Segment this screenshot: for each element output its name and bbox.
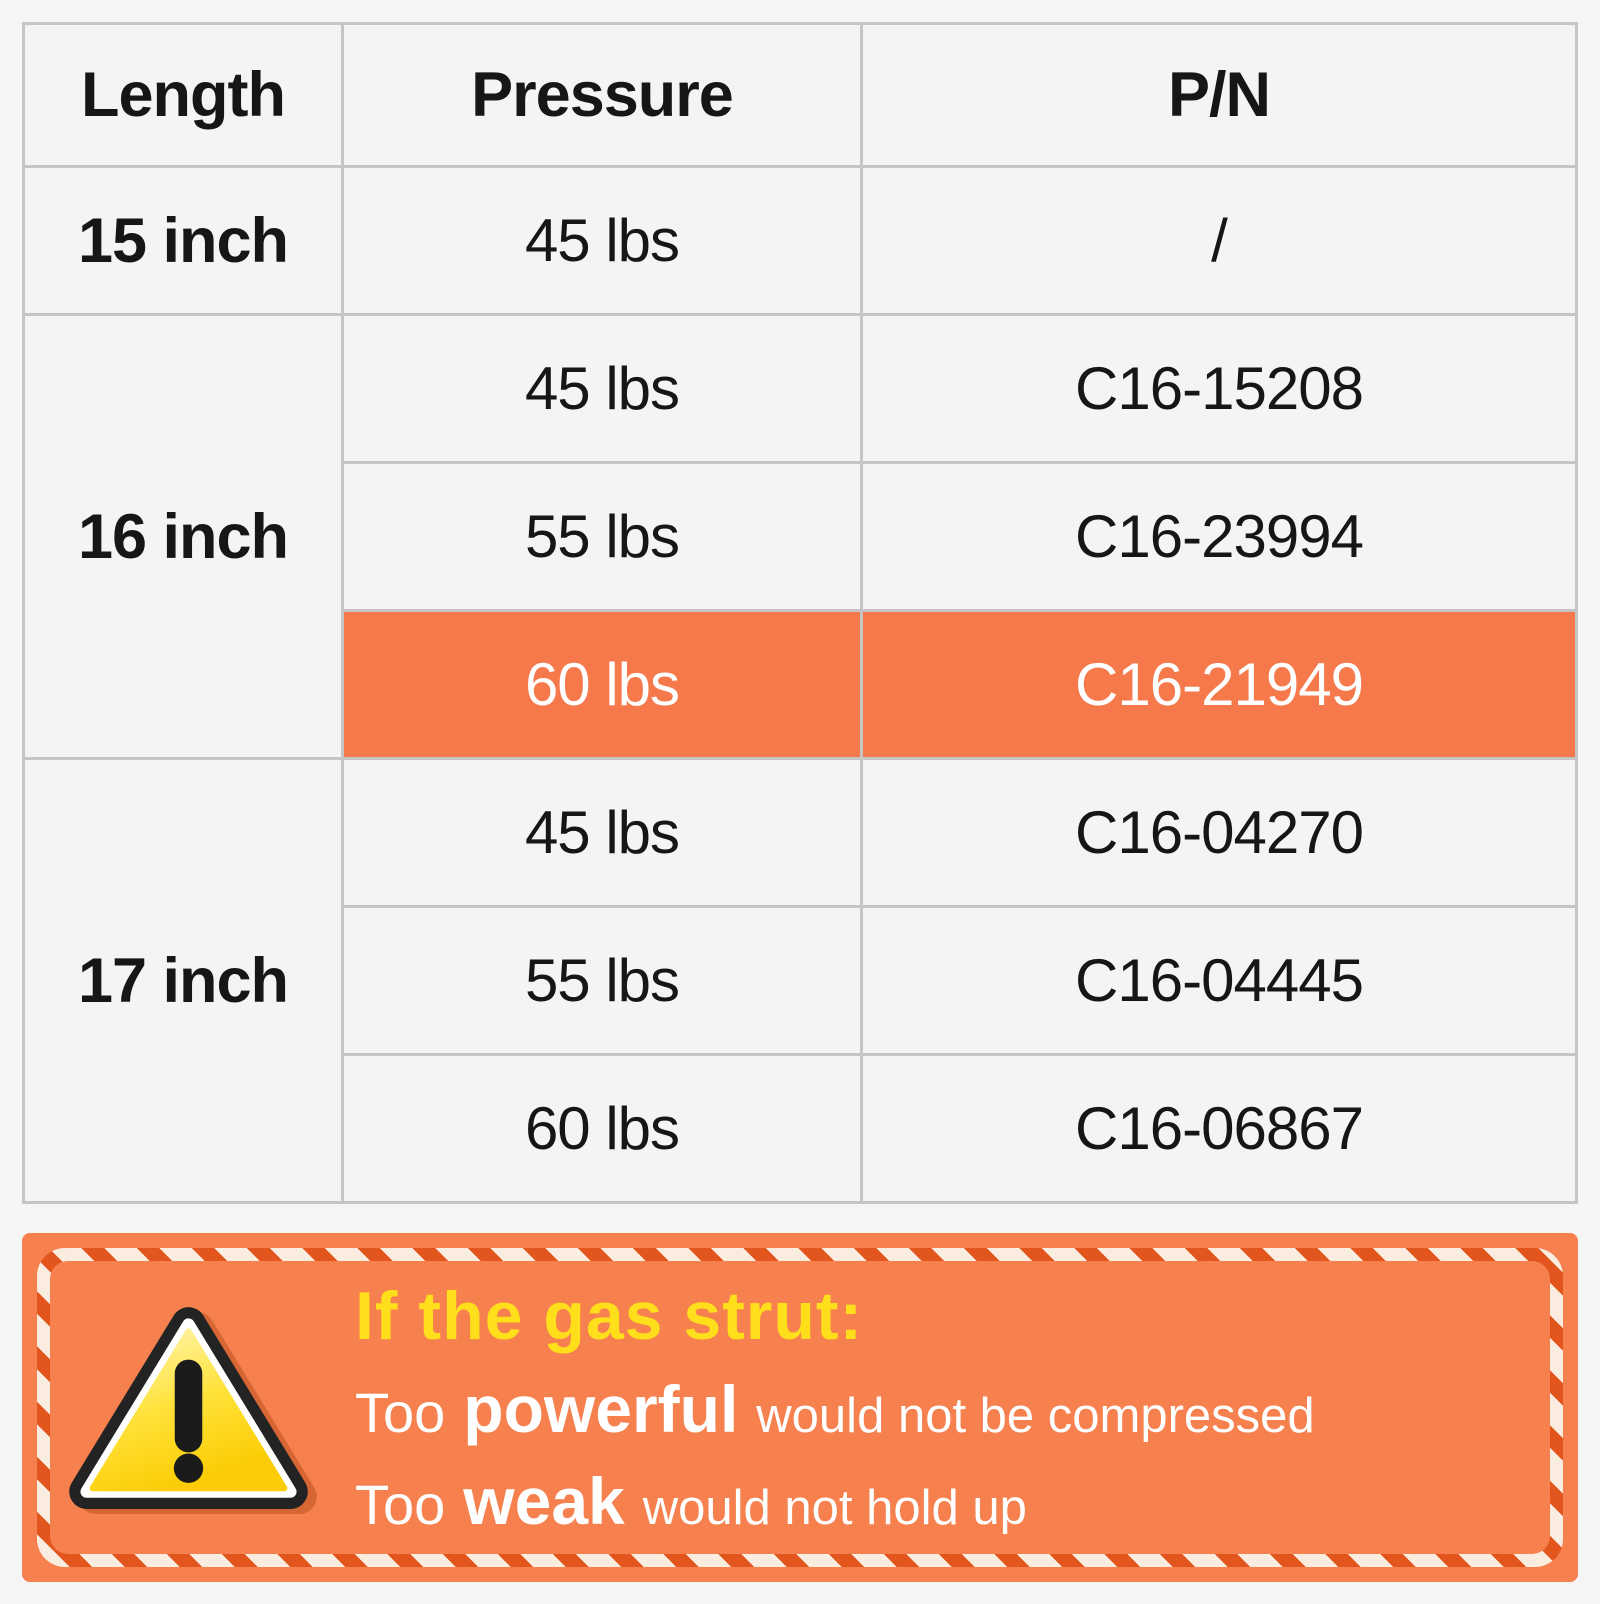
cell-pressure-16-60-highlighted: 60 lbs [344,612,860,757]
warning-triangle-icon [66,1300,311,1515]
header-cell-pressure: Pressure [344,25,860,165]
cell-pressure-16-55: 55 lbs [344,464,860,609]
cell-pressure-16-45: 45 lbs [344,316,860,461]
line2-emphasis: weak [463,1463,625,1538]
cell-pn-15-45: / [863,168,1575,313]
banner-content: If the gas strut: Too powerful would not b… [22,1233,1578,1582]
cell-length-15inch: 15 inch [25,168,341,313]
cell-length-17inch: 17 inch [25,760,341,1201]
cell-pressure-17-60: 60 lbs [344,1056,860,1201]
line1-suffix: would not be compressed [756,1388,1315,1443]
banner-title: If the gas strut: [355,1277,864,1354]
banner-line-weak: Too weak would not hold up [355,1463,1315,1539]
warning-banner: If the gas strut: Too powerful would not b… [22,1233,1578,1582]
line1-emphasis: powerful [463,1371,739,1446]
line2-suffix: would not hold up [642,1480,1027,1535]
cell-pn-17-45: C16-04270 [863,760,1575,905]
banner-line-powerful: Too powerful would not be compressed [355,1371,1315,1447]
cell-pressure-17-45: 45 lbs [344,760,860,905]
cell-pressure-17-55: 55 lbs [344,908,860,1053]
cell-length-16inch: 16 inch [25,316,341,757]
spec-table: Length Pressure P/N 15 inch 45 lbs / 16 … [22,22,1578,1204]
header-cell-length: Length [25,25,341,165]
cell-pn-16-55: C16-23994 [863,464,1575,609]
header-cell-pn: P/N [863,25,1575,165]
cell-pn-16-60-highlighted: C16-21949 [863,612,1575,757]
cell-pn-17-60: C16-06867 [863,1056,1575,1201]
banner-text: If the gas strut: Too powerful would not b… [355,1277,1315,1539]
line2-prefix: Too [355,1472,446,1536]
cell-pn-16-45: C16-15208 [863,316,1575,461]
cell-pn-17-55: C16-04445 [863,908,1575,1053]
cell-pressure-15-45: 45 lbs [344,168,860,313]
line1-prefix: Too [355,1380,446,1444]
